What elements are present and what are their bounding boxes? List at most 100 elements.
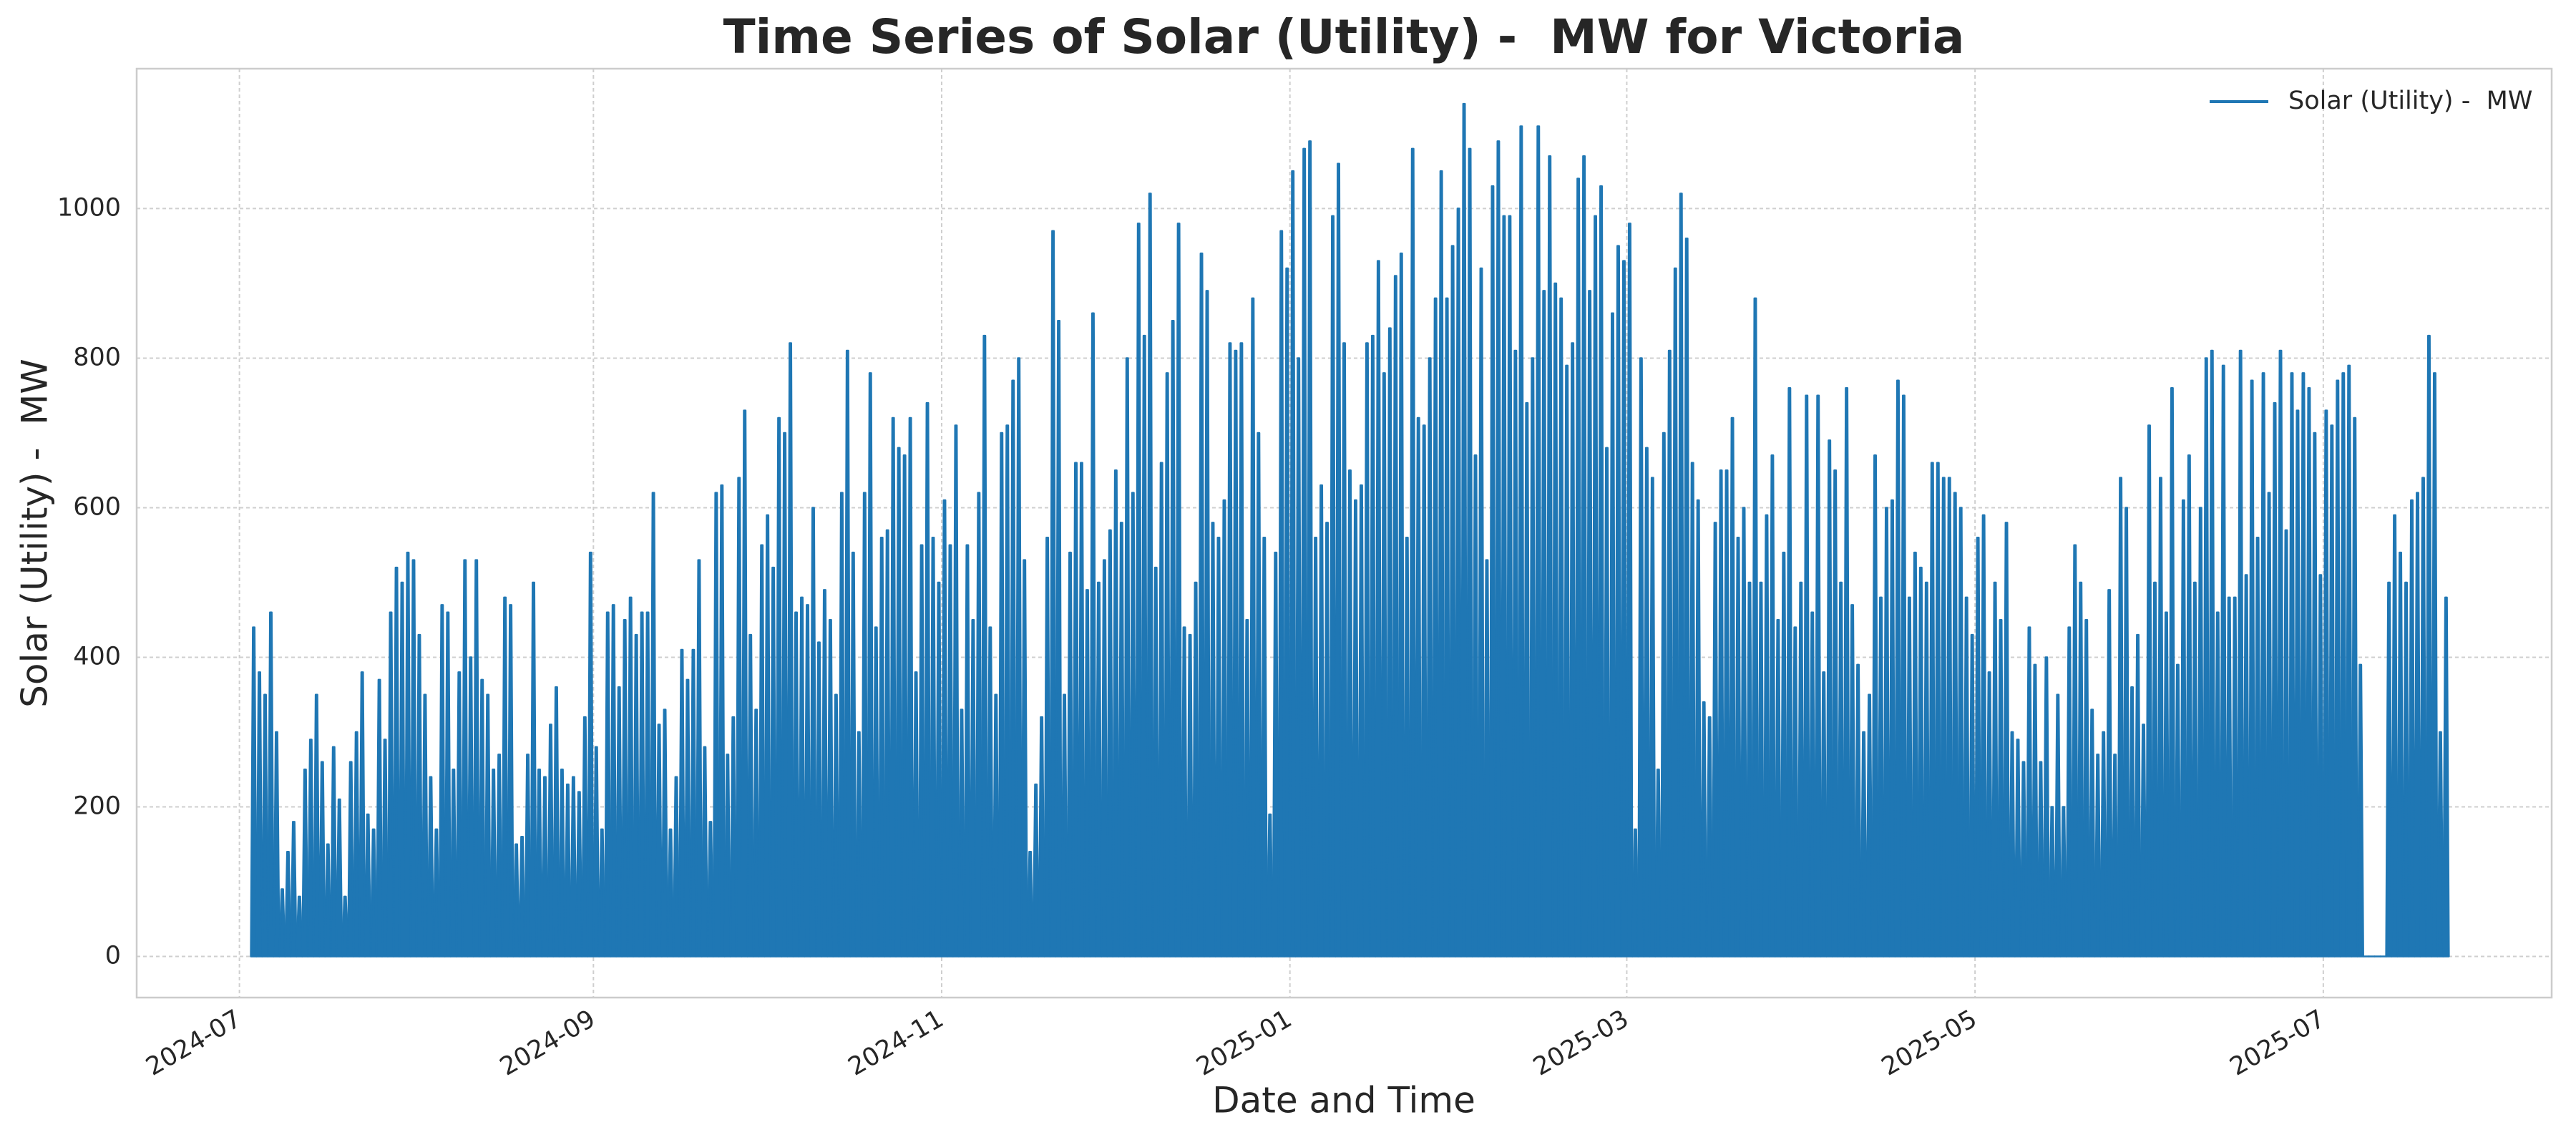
- plot-frame: [135, 67, 2553, 999]
- daily-spike: [1985, 671, 1994, 958]
- daily-spike: [906, 416, 914, 958]
- daily-spike: [330, 746, 338, 958]
- daily-spike: [1106, 529, 1114, 958]
- daily-spike: [1854, 663, 1862, 958]
- daily-spike: [1672, 267, 1679, 958]
- daily-spike: [341, 895, 349, 958]
- daily-spike: [2345, 364, 2353, 958]
- daily-spike: [626, 596, 635, 958]
- daily-spike: [1386, 327, 1394, 958]
- daily-spike: [838, 492, 846, 958]
- daily-spike: [1946, 477, 1953, 958]
- daily-spike: [1380, 372, 1388, 958]
- daily-spike: [1603, 447, 1611, 958]
- daily-spike: [723, 754, 732, 958]
- daily-spike: [1340, 342, 1348, 958]
- daily-spike: [352, 731, 361, 958]
- daily-spike: [957, 708, 966, 958]
- daily-spike: [798, 596, 806, 958]
- daily-spike: [1488, 185, 1497, 958]
- daily-spike: [1403, 537, 1411, 958]
- daily-spike: [952, 424, 960, 958]
- daily-spike: [1191, 581, 1200, 958]
- daily-spike: [1049, 230, 1057, 958]
- chart-title: Time Series of Solar (Utility) - MW for …: [723, 9, 1965, 64]
- daily-spike: [489, 768, 497, 958]
- daily-spike: [1923, 581, 1931, 958]
- daily-spike: [461, 559, 469, 958]
- daily-spike: [1808, 611, 1816, 958]
- daily-spike: [1101, 559, 1108, 958]
- daily-spike: [992, 693, 1000, 958]
- daily-spike: [415, 633, 424, 958]
- daily-spike: [2065, 626, 2074, 958]
- daily-spike: [409, 559, 418, 958]
- daily-spike: [2197, 507, 2205, 958]
- daily-spike: [1289, 170, 1297, 958]
- daily-spike: [1734, 537, 1742, 958]
- daily-spike: [821, 589, 829, 958]
- daily-spike: [1517, 125, 1526, 958]
- daily-spike: [2288, 372, 2296, 958]
- daily-spike: [2293, 409, 2302, 958]
- daily-spike: [478, 678, 486, 958]
- daily-spike: [2436, 731, 2444, 958]
- daily-spike: [1249, 297, 1257, 958]
- daily-spike: [518, 836, 526, 958]
- daily-spike: [923, 401, 932, 958]
- daily-spike: [1277, 230, 1285, 958]
- daily-spike: [2339, 372, 2348, 958]
- daily-spike: [313, 693, 321, 958]
- daily-spike: [1038, 716, 1045, 958]
- daily-spike: [564, 783, 572, 958]
- daily-spike: [296, 895, 303, 958]
- daily-spike: [346, 761, 355, 958]
- daily-spike: [883, 529, 892, 958]
- daily-spike: [2259, 372, 2268, 958]
- daily-spike: [1260, 537, 1269, 958]
- daily-spike: [1848, 604, 1856, 958]
- daily-spike: [683, 678, 692, 958]
- daily-spike: [1026, 850, 1034, 958]
- daily-spike: [1597, 185, 1605, 958]
- daily-spike: [2094, 754, 2102, 958]
- daily-spike: [638, 611, 646, 958]
- daily-spike: [1911, 551, 1919, 958]
- daily-spike: [1375, 260, 1382, 958]
- daily-spike: [1751, 297, 1760, 958]
- daily-spike: [495, 754, 503, 958]
- daily-spike: [318, 761, 326, 958]
- daily-spike: [2214, 611, 2222, 958]
- daily-spike: [2396, 551, 2404, 958]
- daily-spike: [1568, 342, 1576, 958]
- daily-spike: [2425, 334, 2433, 958]
- daily-spike: [1163, 372, 1171, 958]
- daily-spike: [592, 746, 600, 958]
- daily-spike: [1477, 267, 1485, 958]
- legend-label: Solar (Utility) - MW: [2288, 87, 2532, 115]
- daily-spike: [2442, 596, 2450, 958]
- daily-spike: [1306, 140, 1314, 958]
- daily-spike: [706, 821, 715, 958]
- daily-spike: [1557, 297, 1565, 958]
- daily-spike: [2128, 686, 2136, 958]
- daily-spike: [1083, 589, 1091, 958]
- daily-spike: [758, 544, 766, 958]
- daily-spike: [2242, 574, 2250, 958]
- daily-spike: [1528, 357, 1537, 958]
- daily-spike: [1118, 522, 1126, 958]
- daily-spike: [1141, 334, 1148, 958]
- daily-spike: [2202, 357, 2210, 958]
- daily-spike: [278, 888, 286, 958]
- daily-spike: [2230, 596, 2239, 958]
- daily-spike: [1940, 477, 1948, 958]
- daily-spike: [718, 484, 726, 958]
- daily-spike: [912, 671, 920, 958]
- daily-spike: [1169, 319, 1177, 958]
- daily-spike: [1682, 237, 1691, 958]
- daily-spike: [1335, 162, 1342, 958]
- daily-spike: [832, 693, 840, 958]
- daily-spike: [678, 648, 686, 958]
- daily-spike: [530, 581, 537, 958]
- daily-spike: [2270, 401, 2279, 958]
